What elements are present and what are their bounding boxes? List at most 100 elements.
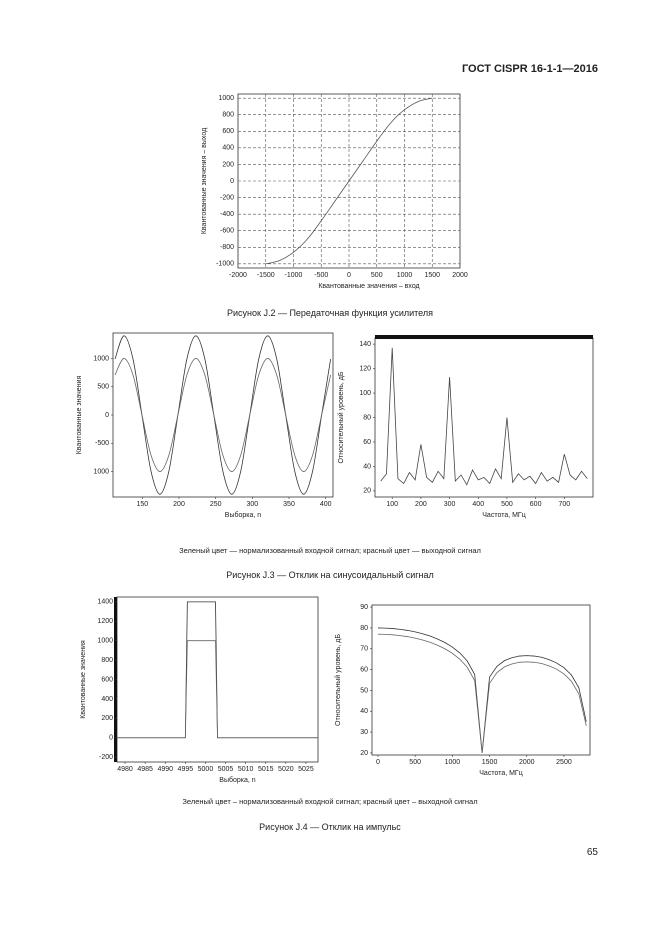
page-number: 65 [587,847,599,858]
x-tick-label: 5020 [278,766,294,773]
y-axis-label: Квантованные значения – выход [201,128,208,234]
y-tick-label: 200 [101,715,113,722]
x-tick-label: 0 [376,759,380,766]
x-axis-label: Выборка, n [225,511,261,519]
x-tick-label: 500 [409,759,421,766]
y-tick-label: 400 [101,696,113,703]
x-tick-label: 0 [347,272,351,279]
y-axis-label: Относительный уровень, дБ [334,634,342,726]
frame-band [375,335,593,339]
plot-frame [371,604,591,756]
y-tick-label: 50 [360,687,368,694]
caption: Рисунок J.2 — Передаточная функция усили… [227,308,433,318]
y-tick-label: -200 [220,194,234,201]
caption: Рисунок J.3 — Отклик на синусоидальный с… [226,570,434,580]
x-tick-label: -500 [314,272,328,279]
data-line [117,640,318,739]
y-axis-label: Относительный уровень, дБ [337,371,345,463]
y-tick-label: 60 [360,666,368,673]
y-tick-label: 1400 [97,599,113,606]
note: Зеленый цвет — нормализованный входной с… [179,546,481,555]
x-tick-label: -1000 [285,272,303,279]
y-tick-label: 200 [222,161,234,168]
data-line [380,347,588,486]
note: Зеленый цвет – нормализованный входной с… [182,797,477,806]
y-tick-label: 30 [360,729,368,736]
y-tick-label: 500 [97,384,109,391]
y-tick-label: -600 [220,228,234,235]
y-tick-label: 1200 [97,618,113,625]
y-tick-label: 800 [101,657,113,664]
data-line [265,97,433,265]
y-tick-label: 0 [105,412,109,419]
x-tick-label: 300 [246,501,258,508]
y-tick-label: 600 [222,128,234,135]
x-tick-label: 1000 [397,272,413,279]
x-tick-label: 1000 [445,759,461,766]
x-tick-label: 500 [371,272,383,279]
y-tick-label: 800 [222,112,234,119]
y-tick-label: 0 [109,735,113,742]
x-tick-label: 5000 [198,766,214,773]
x-tick-label: 300 [444,501,456,508]
data-line [114,335,332,495]
y-tick-label: 80 [363,414,371,421]
x-tick-label: 4980 [117,766,133,773]
y-tick-label: 0 [230,178,234,185]
y-tick-label: 120 [359,365,371,372]
x-tick-label: 100 [386,501,398,508]
x-tick-label: 2000 [452,272,468,279]
x-axis-label: Частота, МГц [482,512,525,519]
x-tick-label: 4985 [137,766,153,773]
y-tick-label: 1000 [93,355,109,362]
x-tick-label: 500 [501,501,513,508]
y-tick-label: -400 [220,211,234,218]
x-tick-label: 5005 [218,766,234,773]
x-tick-label: 4995 [178,766,194,773]
x-tick-label: 200 [173,501,185,508]
y-tick-label: -200 [99,754,113,761]
y-tick-label: 100 [359,390,371,397]
header: ГОСТ CISPR 16-1-1—2016 [462,63,598,75]
y-tick-label: 400 [222,145,234,152]
x-tick-label: 250 [210,501,222,508]
y-tick-label: 70 [360,646,368,653]
y-tick-label: 1000 [218,95,234,102]
y-tick-label: -800 [220,244,234,251]
x-tick-label: 400 [320,501,332,508]
x-tick-label: 350 [283,501,295,508]
y-tick-label: 600 [101,676,113,683]
x-axis-label: Выборка, n [219,776,255,784]
y-tick-label: 20 [360,750,368,757]
x-tick-label: 600 [530,501,542,508]
caption: Рисунок J.4 — Отклик на импульс [259,822,401,832]
y-tick-label: 140 [359,341,371,348]
x-tick-label: 5010 [238,766,254,773]
y-tick-label: 1000 [97,638,113,645]
y-tick-label: -500 [95,440,109,447]
y-tick-label: 80 [360,625,368,632]
x-tick-label: 400 [472,501,484,508]
x-tick-label: 200 [415,501,427,508]
x-tick-label: 700 [558,501,570,508]
y-tick-label: 40 [363,463,371,470]
data-line [114,358,332,472]
x-axis-label: Частота, МГц [479,770,522,777]
x-tick-label: -2000 [229,272,247,279]
y-tick-label: 90 [360,604,368,611]
x-axis-label: Квантованные значения – вход [318,283,419,290]
y-axis-label: Квантованные значения [76,376,83,455]
x-tick-label: 2500 [556,759,572,766]
x-tick-label: 4990 [157,766,173,773]
x-tick-label: 1500 [482,759,498,766]
y-tick-label: 60 [363,439,371,446]
x-tick-label: 2000 [519,759,535,766]
y-axis-label: Квантованные значения [80,640,87,719]
x-tick-label: -1500 [257,272,275,279]
y-tick-label: 1000 [93,468,109,475]
data-line [377,633,587,753]
x-tick-label: 1500 [424,272,440,279]
